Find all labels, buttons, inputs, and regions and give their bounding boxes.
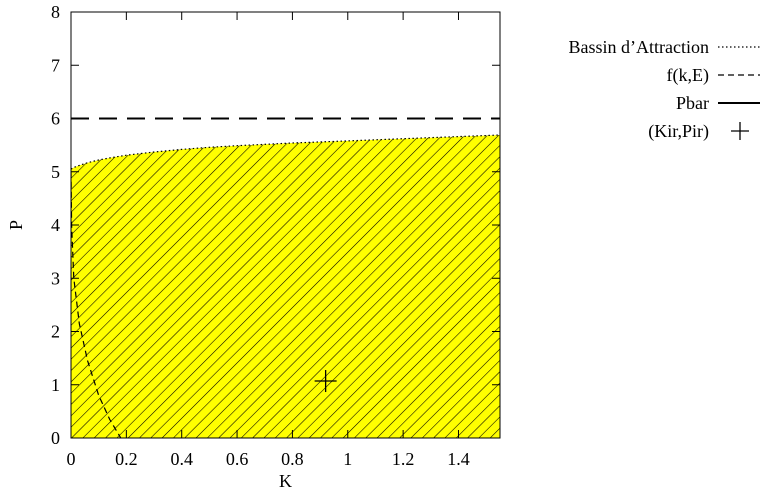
legend: Bassin d’Attraction f(k,E) Pbar (Kir,Pir) <box>569 37 760 142</box>
legend-entry: f(k,E) <box>667 65 760 86</box>
y-tick-label: 0 <box>51 428 60 448</box>
basin-area <box>71 135 500 438</box>
x-axis: 0 0.2 0.4 0.6 0.8 1 1.2 1.4 <box>67 12 470 469</box>
legend-entry: (Kir,Pir) <box>648 121 749 142</box>
x-axis-label: K <box>279 471 292 491</box>
y-tick-label: 3 <box>51 268 60 288</box>
legend-entry: Pbar <box>676 93 760 113</box>
legend-entry: Bassin d’Attraction <box>569 37 760 57</box>
y-tick-label: 2 <box>51 322 60 342</box>
legend-label: Pbar <box>676 93 709 113</box>
f-curve-line <box>71 171 122 438</box>
legend-label: Bassin d’Attraction <box>569 37 709 57</box>
x-tick-label: 0.6 <box>226 449 249 469</box>
y-tick-label: 8 <box>51 2 60 22</box>
y-axis-label: P <box>6 220 26 230</box>
y-tick-label: 4 <box>51 215 60 235</box>
plot-area <box>71 117 500 438</box>
y-axis: 0 1 2 3 4 5 6 7 8 <box>51 2 500 448</box>
x-tick-label: 1.4 <box>447 449 470 469</box>
x-tick-label: 0.8 <box>281 449 304 469</box>
legend-label: (Kir,Pir) <box>648 121 709 142</box>
y-tick-label: 1 <box>51 375 60 395</box>
y-tick-label: 7 <box>51 55 60 75</box>
basin-boundary-line <box>71 134 500 170</box>
x-tick-label: 1.2 <box>392 449 415 469</box>
x-tick-label: 0 <box>67 449 76 469</box>
y-tick-label: 6 <box>51 109 60 129</box>
legend-label: f(k,E) <box>667 65 709 86</box>
kir-pir-point <box>314 370 337 393</box>
kir-pir-marker <box>314 370 337 393</box>
x-tick-label: 0.2 <box>115 449 138 469</box>
x-tick-label: 1 <box>343 449 352 469</box>
y-tick-label: 5 <box>51 162 60 182</box>
x-tick-label: 0.4 <box>170 449 193 469</box>
